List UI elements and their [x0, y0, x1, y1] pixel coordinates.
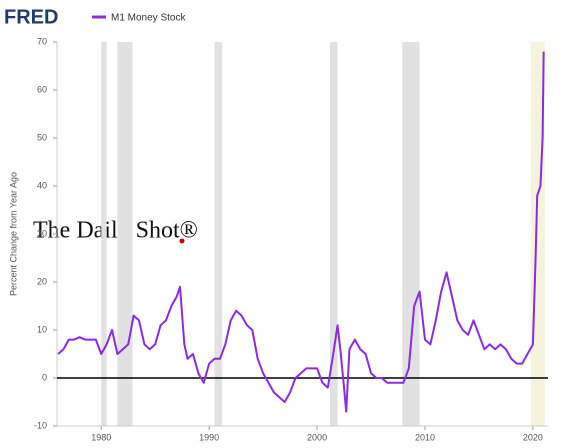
x-tick-label: 2020 — [523, 432, 543, 442]
recession-band — [402, 42, 420, 426]
y-tick-label: -10 — [34, 420, 47, 430]
y-tick-label: 0 — [42, 372, 47, 382]
y-tick-label: 40 — [37, 180, 47, 190]
legend-label: M1 Money Stock — [111, 13, 186, 24]
recession-band — [330, 42, 338, 426]
watermark: The Daily Shot® — [33, 218, 198, 244]
y-tick-label: 60 — [37, 84, 47, 94]
y-tick-label: 70 — [37, 36, 47, 46]
x-tick-label: 1990 — [199, 432, 219, 442]
recession-band — [214, 42, 223, 426]
recession-band — [117, 42, 133, 426]
recession-band — [101, 42, 107, 426]
y-axis-label: Percent Change from Year Ago — [8, 172, 18, 296]
x-tick-label: 2000 — [307, 432, 327, 442]
x-tick-label: 2010 — [415, 432, 435, 442]
y-tick-label: 30 — [37, 228, 47, 238]
x-tick-label: 1980 — [91, 432, 111, 442]
y-tick-label: 20 — [37, 276, 47, 286]
line — [57, 51, 545, 413]
watermark-dot — [179, 238, 185, 244]
logo: FRED — [4, 6, 58, 28]
y-tick-label: 10 — [37, 324, 47, 334]
y-tick-label: 50 — [37, 132, 47, 142]
